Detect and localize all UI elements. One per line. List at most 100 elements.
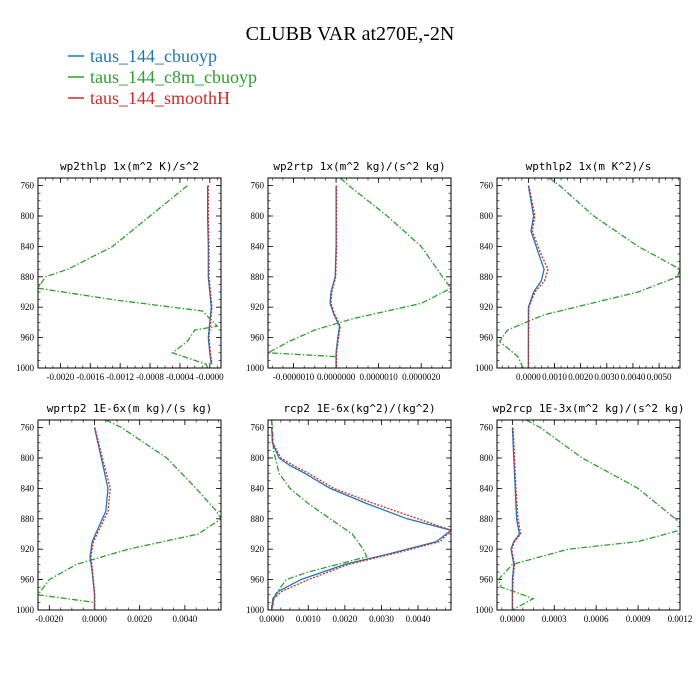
x-tick-label: 0.0040: [621, 372, 646, 382]
y-tick-label: 920: [21, 544, 35, 554]
x-tick-label: 0.0050: [647, 372, 672, 382]
series-line-taus_144_c8m_cbuoyp: [38, 185, 219, 368]
x-tick-label: -0.0008: [136, 372, 164, 382]
x-tick-label: 0.0030: [369, 614, 394, 624]
y-tick-label: 840: [251, 241, 265, 251]
x-tick-label: -0.0004: [166, 372, 194, 382]
y-tick-label: 800: [251, 211, 265, 221]
y-tick-label: 880: [480, 514, 494, 524]
series-line-taus_144_smoothH: [527, 185, 549, 368]
y-tick-label: 760: [21, 423, 35, 433]
x-tick-label: 0.0040: [406, 614, 431, 624]
x-tick-label: 0.0040: [172, 614, 197, 624]
y-tick-label: 800: [21, 453, 35, 463]
plot-frame: [267, 177, 452, 369]
y-tick-label: 760: [480, 181, 494, 191]
series-line-taus_144_cbuoyp: [527, 185, 545, 368]
plot-frame: [496, 177, 681, 369]
y-tick-label: 920: [480, 544, 494, 554]
x-tick-label: 0.0000: [516, 372, 541, 382]
series-line-taus_144_c8m_cbuoyp: [271, 420, 368, 610]
series-line-taus_144_cbuoyp: [89, 427, 109, 610]
y-tick-label: 960: [480, 333, 494, 343]
x-tick-label: 0.0020: [568, 372, 593, 382]
plot-frame: [267, 419, 452, 611]
x-tick-label: 0.0000: [500, 614, 525, 624]
series-line-taus_144_c8m_cbuoyp: [38, 420, 221, 610]
x-tick-label: 0.0000020: [402, 372, 441, 382]
panels: wp2thlp 1x(m^2 K)/s^2 760 800 840 880 920 960 1…: [16, 160, 692, 624]
y-tick-label: 840: [480, 483, 494, 493]
y-tick-label: 800: [21, 211, 35, 221]
plot-frame: [37, 177, 222, 369]
panel-title: wpthlp2 1x(m K^2)/s: [526, 160, 652, 173]
x-tick-label: 0.0012: [668, 614, 693, 624]
y-tick-label: 760: [480, 423, 494, 433]
y-tick-label: 920: [251, 544, 265, 554]
y-tick-label: 960: [480, 575, 494, 585]
panel-0: wp2thlp 1x(m^2 K)/s^2 760 800 840 880 920 960 1…: [16, 160, 224, 382]
x-tick-label: -0.0000010: [273, 372, 315, 382]
legend-label-2: taus_144_smoothH: [90, 88, 230, 108]
legend-label-1: taus_144_c8m_cbuoyp: [90, 67, 257, 87]
y-tick-label: 880: [251, 272, 265, 282]
legend-label-0: taus_144_cbuoyp: [90, 46, 217, 66]
plot-frame: [37, 419, 222, 611]
panel-4: rcp2 1E-6x(kg^2)/(kg^2) 760 800 840 880 920 96…: [246, 402, 452, 624]
panel-title: wp2rtp 1x(m^2 kg)/(s^2 kg): [273, 160, 445, 173]
y-tick-label: 880: [480, 272, 494, 282]
panel-5: wp2rcp 1E-3x(m^2 kg)/(s^2 kg) 760 800 840 88…: [475, 402, 692, 624]
y-tick-label: 840: [251, 483, 265, 493]
panel-title: wp2rcp 1E-3x(m^2 kg)/(s^2 kg): [492, 402, 684, 415]
series-line-taus_144_smoothH: [90, 427, 111, 610]
x-tick-label: 0.0030: [594, 372, 619, 382]
series-line-taus_144_c8m_cbuoyp: [268, 178, 451, 368]
series-line-taus_144_c8m_cbuoyp: [497, 420, 680, 610]
series-line-taus_144_c8m_cbuoyp: [498, 178, 680, 368]
panel-2: wpthlp2 1x(m K^2)/s 760 800 840 880 920 960 100…: [475, 160, 681, 382]
y-tick-label: 1000: [16, 363, 35, 373]
x-tick-label: 0.0000000: [317, 372, 356, 382]
series-line-taus_144_cbuoyp: [206, 185, 212, 365]
x-tick-label: 0.0003: [542, 614, 567, 624]
y-tick-label: 960: [21, 333, 35, 343]
panel-1: wp2rtp 1x(m^2 kg)/(s^2 kg) 760 800 840 880 92…: [246, 160, 452, 382]
series-line-taus_144_smoothH: [330, 185, 341, 368]
x-tick-label: -0.0020: [35, 614, 63, 624]
series-line-taus_144_cbuoyp: [271, 427, 451, 610]
x-tick-label: 0.0009: [626, 614, 651, 624]
y-tick-label: 960: [251, 575, 265, 585]
x-tick-label: -0.0016: [76, 372, 104, 382]
figure-title: CLUBB VAR at270E,-2N: [246, 23, 455, 45]
series-line-taus_144_smoothH: [511, 427, 522, 610]
plot-frame: [496, 419, 681, 611]
x-tick-label: 0.0000: [259, 614, 284, 624]
y-tick-label: 760: [251, 423, 265, 433]
y-tick-label: 1000: [475, 363, 494, 373]
panel-title: wp2thlp 1x(m^2 K)/s^2: [60, 160, 199, 173]
x-tick-label: 0.0020: [332, 614, 357, 624]
series-line-taus_144_smoothH: [207, 185, 213, 365]
y-tick-label: 840: [21, 241, 35, 251]
panel-title: rcp2 1E-6x(kg^2)/(kg^2): [283, 402, 435, 415]
x-tick-label: 0.0010: [296, 614, 321, 624]
y-tick-label: 760: [21, 181, 35, 191]
legend: taus_144_cbuoyp taus_144_c8m_cbuoyp taus…: [68, 46, 257, 108]
y-tick-label: 920: [480, 302, 494, 312]
x-tick-label: 0.0000: [82, 614, 107, 624]
panel-3: wprtp2 1E-6x(m kg)/(s kg) 760 800 840 880 920…: [16, 402, 222, 624]
y-tick-label: 960: [251, 333, 265, 343]
y-tick-label: 1000: [475, 605, 494, 615]
y-tick-label: 880: [251, 514, 265, 524]
y-tick-label: 800: [480, 453, 494, 463]
x-tick-label: 0.0010: [542, 372, 567, 382]
x-tick-label: 0.0000010: [360, 372, 399, 382]
y-tick-label: 800: [251, 453, 265, 463]
x-tick-label: -0.0020: [47, 372, 75, 382]
y-tick-label: 800: [480, 211, 494, 221]
y-tick-label: 1000: [246, 363, 265, 373]
x-tick-label: -0.0000: [196, 372, 224, 382]
x-tick-label: -0.0012: [106, 372, 134, 382]
y-tick-label: 1000: [16, 605, 35, 615]
